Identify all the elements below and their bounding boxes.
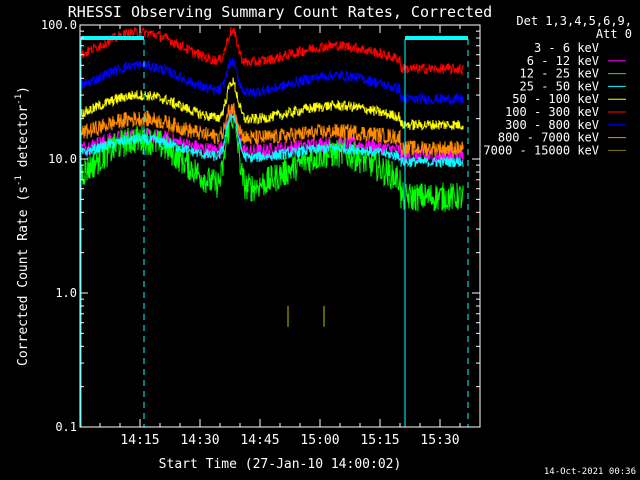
legend-entry: 300 - 800 keV [505, 118, 599, 132]
y-label-sup-2: -1 [14, 94, 24, 105]
legend-entry: 800 - 7000 keV [498, 131, 599, 145]
legend-entry: 100 - 300 keV [505, 105, 599, 119]
legend-entry: 12 - 25 keV [520, 67, 599, 81]
series-line [80, 103, 464, 157]
legend-header-1: Det 1,3,4,5,6,9, [516, 14, 632, 28]
x-tick-label: 15:00 [300, 433, 339, 448]
y-label-sup-1: -1 [14, 175, 24, 186]
y-tick-label: 0.1 [55, 420, 77, 434]
legend-entry: 7000 - 15000 keV [483, 143, 599, 157]
y-axis: 100.0 10.0 1.0 0.1 [41, 18, 480, 434]
y-label-part-1: Corrected Count Rate (s [16, 186, 31, 366]
legend-entry: 50 - 100 keV [512, 92, 599, 106]
timestamp: 14-Oct-2021 00:36 [544, 467, 636, 477]
chart-title: RHESSI Observing Summary Count Rates, Co… [68, 3, 492, 21]
y-label-part-3: ) [16, 86, 31, 94]
legend-entry: 25 - 50 keV [520, 79, 599, 93]
x-tick-label: 15:30 [420, 433, 459, 448]
series-line [80, 26, 464, 76]
y-tick-label: 1.0 [55, 286, 77, 300]
x-tick-label: 15:15 [360, 433, 399, 448]
series-line [80, 57, 464, 106]
y-label-part-2: detector [16, 105, 31, 176]
plot-area [80, 26, 469, 427]
series-line [80, 109, 464, 165]
x-tick-label: 14:15 [120, 433, 159, 448]
y-axis-label: Corrected Count Rate (s-1 detector-1) [14, 86, 31, 366]
y-tick-label: 100.0 [41, 18, 77, 32]
interval-layer [80, 35, 469, 427]
x-tick-label: 14:45 [240, 433, 279, 448]
legend-entry: 3 - 6 keV [534, 41, 599, 55]
y-tick-label: 10.0 [48, 152, 77, 166]
x-tick-label: 14:30 [180, 433, 219, 448]
legend-header-2: Att 0 [596, 27, 632, 41]
x-axis: 14:15 14:30 14:45 15:00 15:15 15:30 [79, 25, 481, 448]
x-axis-label: Start Time (27-Jan-10 14:00:02) [159, 457, 402, 472]
legend-entry: 6 - 12 keV [527, 54, 599, 68]
